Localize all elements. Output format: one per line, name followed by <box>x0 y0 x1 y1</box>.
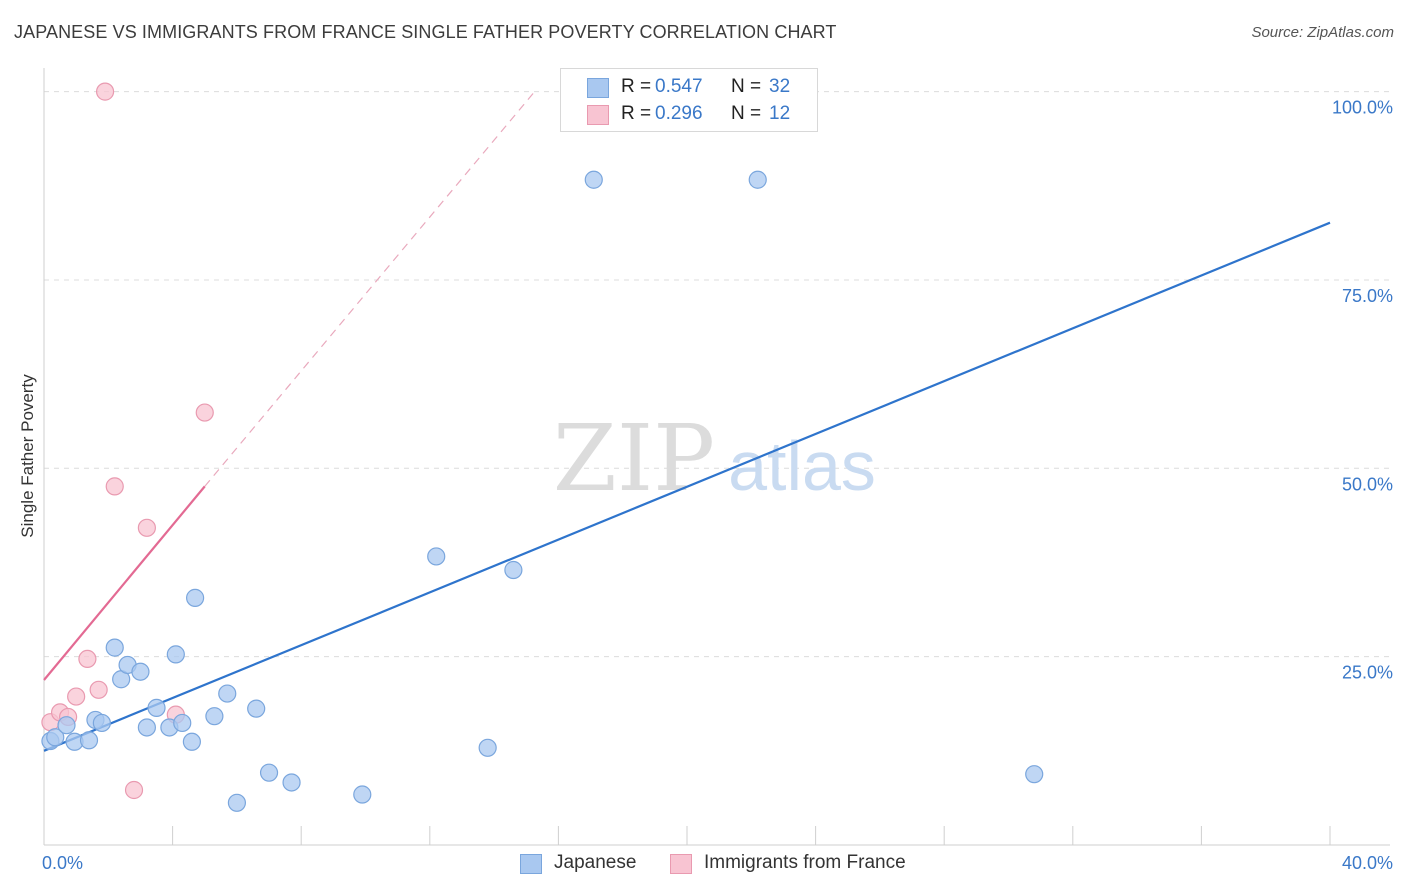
r-value: 0.296 <box>655 103 703 124</box>
gridlines <box>44 91 1390 658</box>
y-tick-label: 50.0% <box>1342 474 1393 494</box>
watermark-zip: ZIP <box>553 405 715 512</box>
source-label: Source: ZipAtlas.com <box>1251 24 1394 41</box>
legend-label-japanese: Japanese <box>554 852 637 873</box>
japanese-point <box>227 793 246 812</box>
x-tick-labels: 0.0% 40.0% <box>42 853 1393 873</box>
japanese-point <box>259 763 279 782</box>
r-label: R = <box>621 103 652 124</box>
japanese-point <box>748 170 767 189</box>
chart-title: JAPANESE VS IMMIGRANTS FROM FRANCE SINGL… <box>14 22 837 42</box>
axes <box>43 68 1390 846</box>
japanese-swatch <box>587 78 609 98</box>
r-value: 0.547 <box>655 76 703 97</box>
japanese-point <box>173 713 192 733</box>
japanese-point <box>1025 765 1044 784</box>
japanese-point <box>92 713 111 733</box>
japanese-point <box>247 699 266 718</box>
japanese-point <box>478 738 497 757</box>
japanese-point <box>131 662 150 681</box>
france-point <box>89 680 108 699</box>
japanese-point <box>182 732 201 751</box>
france-point <box>78 649 97 669</box>
x-tick-label: 40.0% <box>1342 853 1393 873</box>
x-minor-ticks <box>172 826 1331 845</box>
y-tick-labels: 25.0% 50.0% 75.0% 100.0% <box>1332 98 1393 683</box>
japanese-point <box>205 707 224 726</box>
japanese-point <box>282 773 301 792</box>
japanese-point <box>353 785 372 804</box>
trend-line-extension-france <box>204 89 537 487</box>
legend-swatch-france <box>670 854 692 874</box>
n-value: 32 <box>769 76 791 97</box>
japanese-point <box>186 588 205 607</box>
france-point <box>105 477 124 496</box>
y-tick-label: 25.0% <box>1342 663 1393 683</box>
japanese-point <box>584 170 603 189</box>
france-point <box>67 687 86 706</box>
legend-label-france: Immigrants from France <box>704 852 906 873</box>
japanese-point <box>105 638 124 657</box>
y-tick-label: 100.0% <box>1332 98 1393 118</box>
france-point <box>137 518 156 537</box>
japanese-point <box>504 560 523 580</box>
japanese-point <box>137 718 156 737</box>
watermark: ZIP atlas <box>553 405 876 512</box>
japanese-point <box>46 728 65 747</box>
legend-swatch-japanese <box>520 854 542 874</box>
r-label: R = <box>621 76 652 97</box>
japanese-point <box>218 684 237 703</box>
x-tick-label: 0.0% <box>42 853 83 873</box>
japanese-point <box>147 698 166 717</box>
france-swatch <box>587 105 609 125</box>
trend-lines <box>43 89 1331 752</box>
france-point <box>195 403 214 422</box>
japanese-point <box>57 716 76 735</box>
trend-line-france <box>43 485 206 681</box>
japanese-point <box>166 645 185 664</box>
y-axis-label: Single Father Poverty <box>18 374 37 538</box>
japanese-point <box>427 547 446 566</box>
y-tick-label: 75.0% <box>1342 286 1393 306</box>
france-point <box>124 780 144 800</box>
data-points <box>41 82 1044 812</box>
japanese-point <box>79 731 99 750</box>
n-value: 12 <box>769 103 791 124</box>
n-label: N = <box>731 76 762 97</box>
france-point <box>95 82 115 101</box>
n-label: N = <box>731 103 762 124</box>
stats-box: R = 0.547 N = 32 R = 0.296 N = 12 <box>560 68 818 132</box>
trend-line-japanese <box>43 221 1331 752</box>
